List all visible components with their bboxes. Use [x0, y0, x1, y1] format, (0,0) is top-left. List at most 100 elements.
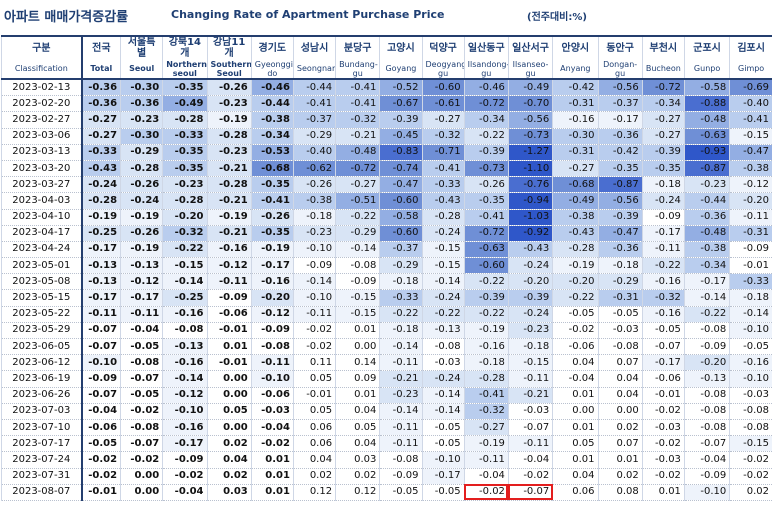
cell-value: -0.37 [292, 111, 336, 129]
row-date: 2023-05-01 [0, 257, 83, 275]
cell-value: 0.01 [641, 484, 685, 501]
cell-value: -0.03 [641, 419, 685, 437]
header-ko-10: 일산동구 [463, 35, 509, 59]
cell-value: -0.15 [335, 306, 380, 323]
cell-value: -0.28 [120, 160, 163, 178]
cell-value: -0.02 [729, 468, 772, 485]
cell-value: 0.05 [206, 403, 252, 420]
cell-value: 0.06 [552, 484, 598, 501]
cell-value: -0.29 [292, 128, 336, 145]
cell-value: -0.39 [507, 289, 553, 307]
cell-value: -0.18 [379, 322, 422, 340]
cell-value: -0.09 [641, 209, 685, 226]
cell-value: -0.26 [292, 176, 336, 194]
cell-value: -0.16 [162, 354, 207, 372]
cell-value: -0.56 [597, 79, 643, 97]
row-date: 2023-03-13 [0, 144, 83, 161]
cell-value: -0.23 [683, 176, 730, 194]
cell-value: -0.08 [379, 451, 422, 469]
table-row: 2023-02-13 -0.36 -0.30 -0.35 -0.26 -0.46 -0.44… [0, 79, 772, 97]
cell-value: -0.18 [292, 209, 336, 226]
cell-value: 0.11 [292, 354, 336, 372]
table-row: 2023-03-06 -0.27 -0.30 -0.33 -0.28 -0.34 -0.29… [0, 128, 772, 145]
cell-value: -0.17 [162, 435, 207, 453]
row-date: 2023-02-13 [0, 79, 83, 97]
cell-value: -0.62 [292, 160, 336, 178]
table-row: 2023-07-31 -0.02 0.00 -0.02 0.02 0.01 0.02 0.02… [0, 468, 772, 485]
cell-value: -0.27 [81, 111, 121, 129]
table-row: 2023-05-15 -0.17 -0.17 -0.25 -0.09 -0.20 -0.10… [0, 289, 772, 307]
cell-value: -0.20 [552, 273, 598, 291]
cell-value: -0.05 [81, 435, 121, 453]
cell-value: 0.01 [250, 451, 294, 469]
cell-value: -0.23 [507, 322, 553, 340]
cell-value: 0.02 [597, 468, 643, 485]
cell-value: -0.24 [421, 225, 465, 242]
cell-value: -0.26 [463, 176, 509, 194]
table-row: 2023-05-01 -0.13 -0.13 -0.15 -0.12 -0.17 -0.09… [0, 257, 772, 275]
title-korean: 아파트 매매가격증감률 [4, 10, 129, 25]
cell-value: -0.76 [507, 176, 553, 194]
cell-value: -0.14 [729, 306, 772, 323]
cell-value: -0.22 [683, 306, 730, 323]
row-date: 2023-06-26 [0, 387, 83, 404]
cell-value: -0.17 [597, 111, 643, 129]
cell-value: -0.28 [421, 209, 465, 226]
cell-value: -0.08 [683, 419, 730, 437]
cell-value: 0.04 [206, 451, 252, 469]
header-en-5: Gyeonggi-do [250, 59, 294, 80]
cell-value: -0.07 [81, 338, 121, 356]
cell-value: -0.11 [641, 241, 685, 259]
cell-value: -0.17 [421, 468, 465, 485]
cell-value: -0.46 [250, 79, 294, 97]
cell-value: -0.22 [552, 289, 598, 307]
cell-value: -0.17 [641, 225, 685, 242]
cell-value: -0.36 [81, 79, 121, 97]
cell-value: -0.40 [292, 144, 336, 161]
header-en-7: Bundang-gu [335, 59, 380, 80]
cell-value: -0.16 [162, 306, 207, 323]
cell-value: -0.02 [507, 468, 553, 485]
header-ko-12: 안양시 [552, 35, 598, 59]
cell-value: -0.92 [507, 225, 553, 242]
header-en-16: Gimpo [729, 59, 772, 80]
cell-value: -0.17 [81, 289, 121, 307]
cell-value: -0.22 [162, 241, 207, 259]
cell-value: -0.15 [335, 289, 380, 307]
row-date: 2023-04-24 [0, 241, 83, 259]
table-body: 2023-02-13 -0.36 -0.30 -0.35 -0.26 -0.46 -0.44… [0, 79, 772, 501]
cell-value: -0.36 [597, 128, 643, 145]
cell-value: -0.11 [507, 370, 553, 388]
cell-value: -0.28 [81, 192, 121, 210]
row-date: 2023-03-27 [0, 176, 83, 194]
cell-value: -0.24 [81, 176, 121, 194]
cell-value: -0.41 [421, 160, 465, 178]
table-row: 2023-03-20 -0.43 -0.28 -0.35 -0.21 -0.68 -0.62… [0, 160, 772, 178]
cell-value: -0.39 [463, 144, 509, 161]
cell-value: -0.09 [162, 451, 207, 469]
cell-value: 0.00 [120, 468, 163, 485]
cell-value: -0.31 [552, 95, 598, 113]
cell-value: -0.36 [120, 95, 163, 113]
cell-value: -0.47 [379, 176, 422, 194]
cell-value: -0.27 [463, 419, 509, 437]
row-date: 2023-06-05 [0, 338, 83, 356]
cell-value: -0.20 [507, 273, 553, 291]
cell-value: -0.31 [729, 225, 772, 242]
cell-value: -0.15 [162, 257, 207, 275]
table-row: 2023-03-13 -0.33 -0.29 -0.35 -0.23 -0.53 -0.40… [0, 144, 772, 161]
cell-value: -0.05 [421, 419, 465, 437]
cell-value: 0.08 [597, 484, 643, 501]
cell-value: -0.22 [463, 273, 509, 291]
cell-value: 0.05 [292, 370, 336, 388]
cell-value: -0.16 [250, 273, 294, 291]
cell-value: -0.21 [206, 192, 252, 210]
cell-value: -0.93 [683, 144, 730, 161]
cell-value: -0.17 [120, 289, 163, 307]
cell-value: -0.19 [81, 209, 121, 226]
cell-value: -0.11 [507, 435, 553, 453]
cell-value: -0.14 [335, 241, 380, 259]
cell-value: -0.41 [463, 209, 509, 226]
cell-value: -0.08 [683, 403, 730, 420]
